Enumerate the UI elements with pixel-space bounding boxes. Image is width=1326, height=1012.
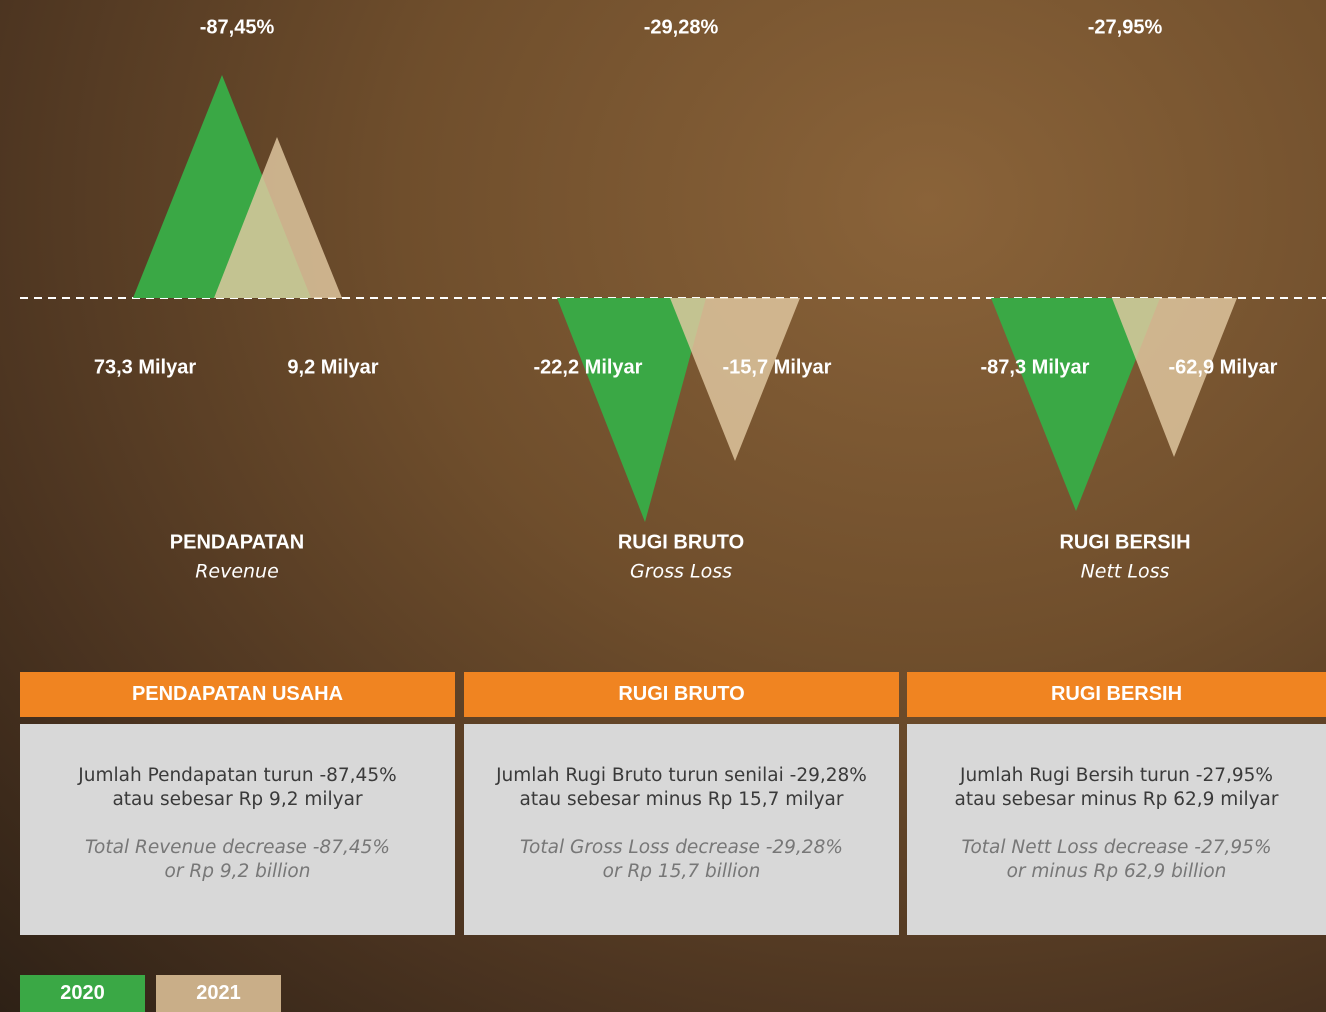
value-2021: -15,7 Milyar bbox=[723, 356, 832, 378]
infographic: -87,45% 73,3 Milyar 9,2 Milyar PENDAPATAN Re… bbox=[0, 0, 1326, 1012]
text-line: Total Gross Loss decrease -29,28% bbox=[464, 836, 899, 860]
card-body: Jumlah Pendapatan turun -87,45%atau sebe… bbox=[20, 724, 455, 935]
card: RUGI BRUTO Jumlah Rugi Bruto turun senila… bbox=[464, 672, 899, 935]
group-subtitle: Gross Loss bbox=[630, 561, 732, 583]
value-2020: 73,3 Milyar bbox=[94, 356, 197, 378]
change-label: -27,95% bbox=[1088, 16, 1163, 38]
indonesian-text: Jumlah Rugi Bersih turun -27,95%atau seb… bbox=[907, 764, 1326, 812]
value-2020: -87,3 Milyar bbox=[981, 356, 1090, 378]
value-2021: -62,9 Milyar bbox=[1169, 356, 1278, 378]
text-line: Jumlah Rugi Bruto turun senilai -29,28% bbox=[464, 764, 899, 788]
legend-2021: 2021 bbox=[156, 975, 281, 1012]
english-text: Total Revenue decrease -87,45%or Rp 9,2 … bbox=[20, 836, 455, 884]
card: RUGI BERSIH Jumlah Rugi Bersih turun -27,… bbox=[907, 672, 1326, 935]
card-heading: RUGI BRUTO bbox=[464, 672, 899, 717]
text-line: or minus Rp 62,9 billion bbox=[907, 860, 1326, 884]
group-subtitle: Nett Loss bbox=[1081, 561, 1170, 583]
group-title: PENDAPATAN bbox=[170, 531, 304, 553]
text-line: atau sebesar Rp 9,2 milyar bbox=[20, 788, 455, 812]
legend-2020: 2020 bbox=[20, 975, 145, 1012]
text-line: Total Revenue decrease -87,45% bbox=[20, 836, 455, 860]
english-text: Total Nett Loss decrease -27,95%or minus… bbox=[907, 836, 1326, 884]
group-title: RUGI BERSIH bbox=[1059, 531, 1190, 553]
value-2020: -22,2 Milyar bbox=[534, 356, 643, 378]
english-text: Total Gross Loss decrease -29,28%or Rp 1… bbox=[464, 836, 899, 884]
change-label: -29,28% bbox=[644, 16, 719, 38]
text-line: atau sebesar minus Rp 15,7 milyar bbox=[464, 788, 899, 812]
group-title: RUGI BRUTO bbox=[618, 531, 744, 553]
card-heading: PENDAPATAN USAHA bbox=[20, 672, 455, 717]
text-line: Jumlah Pendapatan turun -87,45% bbox=[20, 764, 455, 788]
text-line: Total Nett Loss decrease -27,95% bbox=[907, 836, 1326, 860]
group-subtitle: Revenue bbox=[195, 561, 279, 583]
card-body: Jumlah Rugi Bruto turun senilai -29,28%a… bbox=[464, 724, 899, 935]
text-line: atau sebesar minus Rp 62,9 milyar bbox=[907, 788, 1326, 812]
text-line: Jumlah Rugi Bersih turun -27,95% bbox=[907, 764, 1326, 788]
indonesian-text: Jumlah Pendapatan turun -87,45%atau sebe… bbox=[20, 764, 455, 812]
change-label: -87,45% bbox=[200, 16, 275, 38]
card: PENDAPATAN USAHA Jumlah Pendapatan turun … bbox=[20, 672, 455, 935]
value-2021: 9,2 Milyar bbox=[287, 356, 378, 378]
card-body: Jumlah Rugi Bersih turun -27,95%atau seb… bbox=[907, 724, 1326, 935]
indonesian-text: Jumlah Rugi Bruto turun senilai -29,28%a… bbox=[464, 764, 899, 812]
triangle-2021 bbox=[670, 298, 800, 461]
text-line: or Rp 15,7 billion bbox=[464, 860, 899, 884]
card-heading: RUGI BERSIH bbox=[907, 672, 1326, 717]
text-line: or Rp 9,2 billion bbox=[20, 860, 455, 884]
